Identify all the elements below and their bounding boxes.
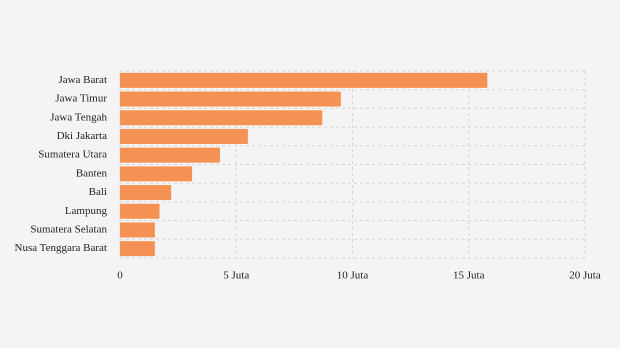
bar (120, 166, 193, 182)
x-tick-label: 15 Juta (453, 270, 485, 282)
y-tick-label: Sumatera Utara (38, 149, 107, 161)
y-tick-label: Banten (76, 167, 108, 179)
bar (120, 72, 488, 88)
bar (120, 203, 160, 219)
bar (120, 222, 155, 238)
x-tick-label: 20 Juta (569, 270, 601, 282)
y-tick-label: Sumatera Selatan (30, 223, 107, 235)
bar (120, 91, 341, 107)
y-tick-label: Jawa Barat (58, 74, 107, 86)
bar (120, 147, 220, 163)
y-tick-label: Dki Jakarta (57, 130, 108, 142)
x-tick-label: 0 (117, 270, 123, 282)
bar (120, 241, 155, 257)
y-tick-label: Lampung (65, 205, 108, 217)
bar (120, 110, 323, 126)
y-tick-label: Jawa Timur (55, 93, 107, 105)
x-tick-label: 10 Juta (337, 270, 369, 282)
x-tick-label: 5 Juta (223, 270, 249, 282)
bar (120, 185, 172, 201)
y-tick-label: Bali (89, 186, 107, 198)
bar (120, 128, 248, 144)
y-tick-label: Jawa Tengah (50, 111, 107, 123)
y-tick-label: Nusa Tenggara Barat (15, 242, 108, 254)
